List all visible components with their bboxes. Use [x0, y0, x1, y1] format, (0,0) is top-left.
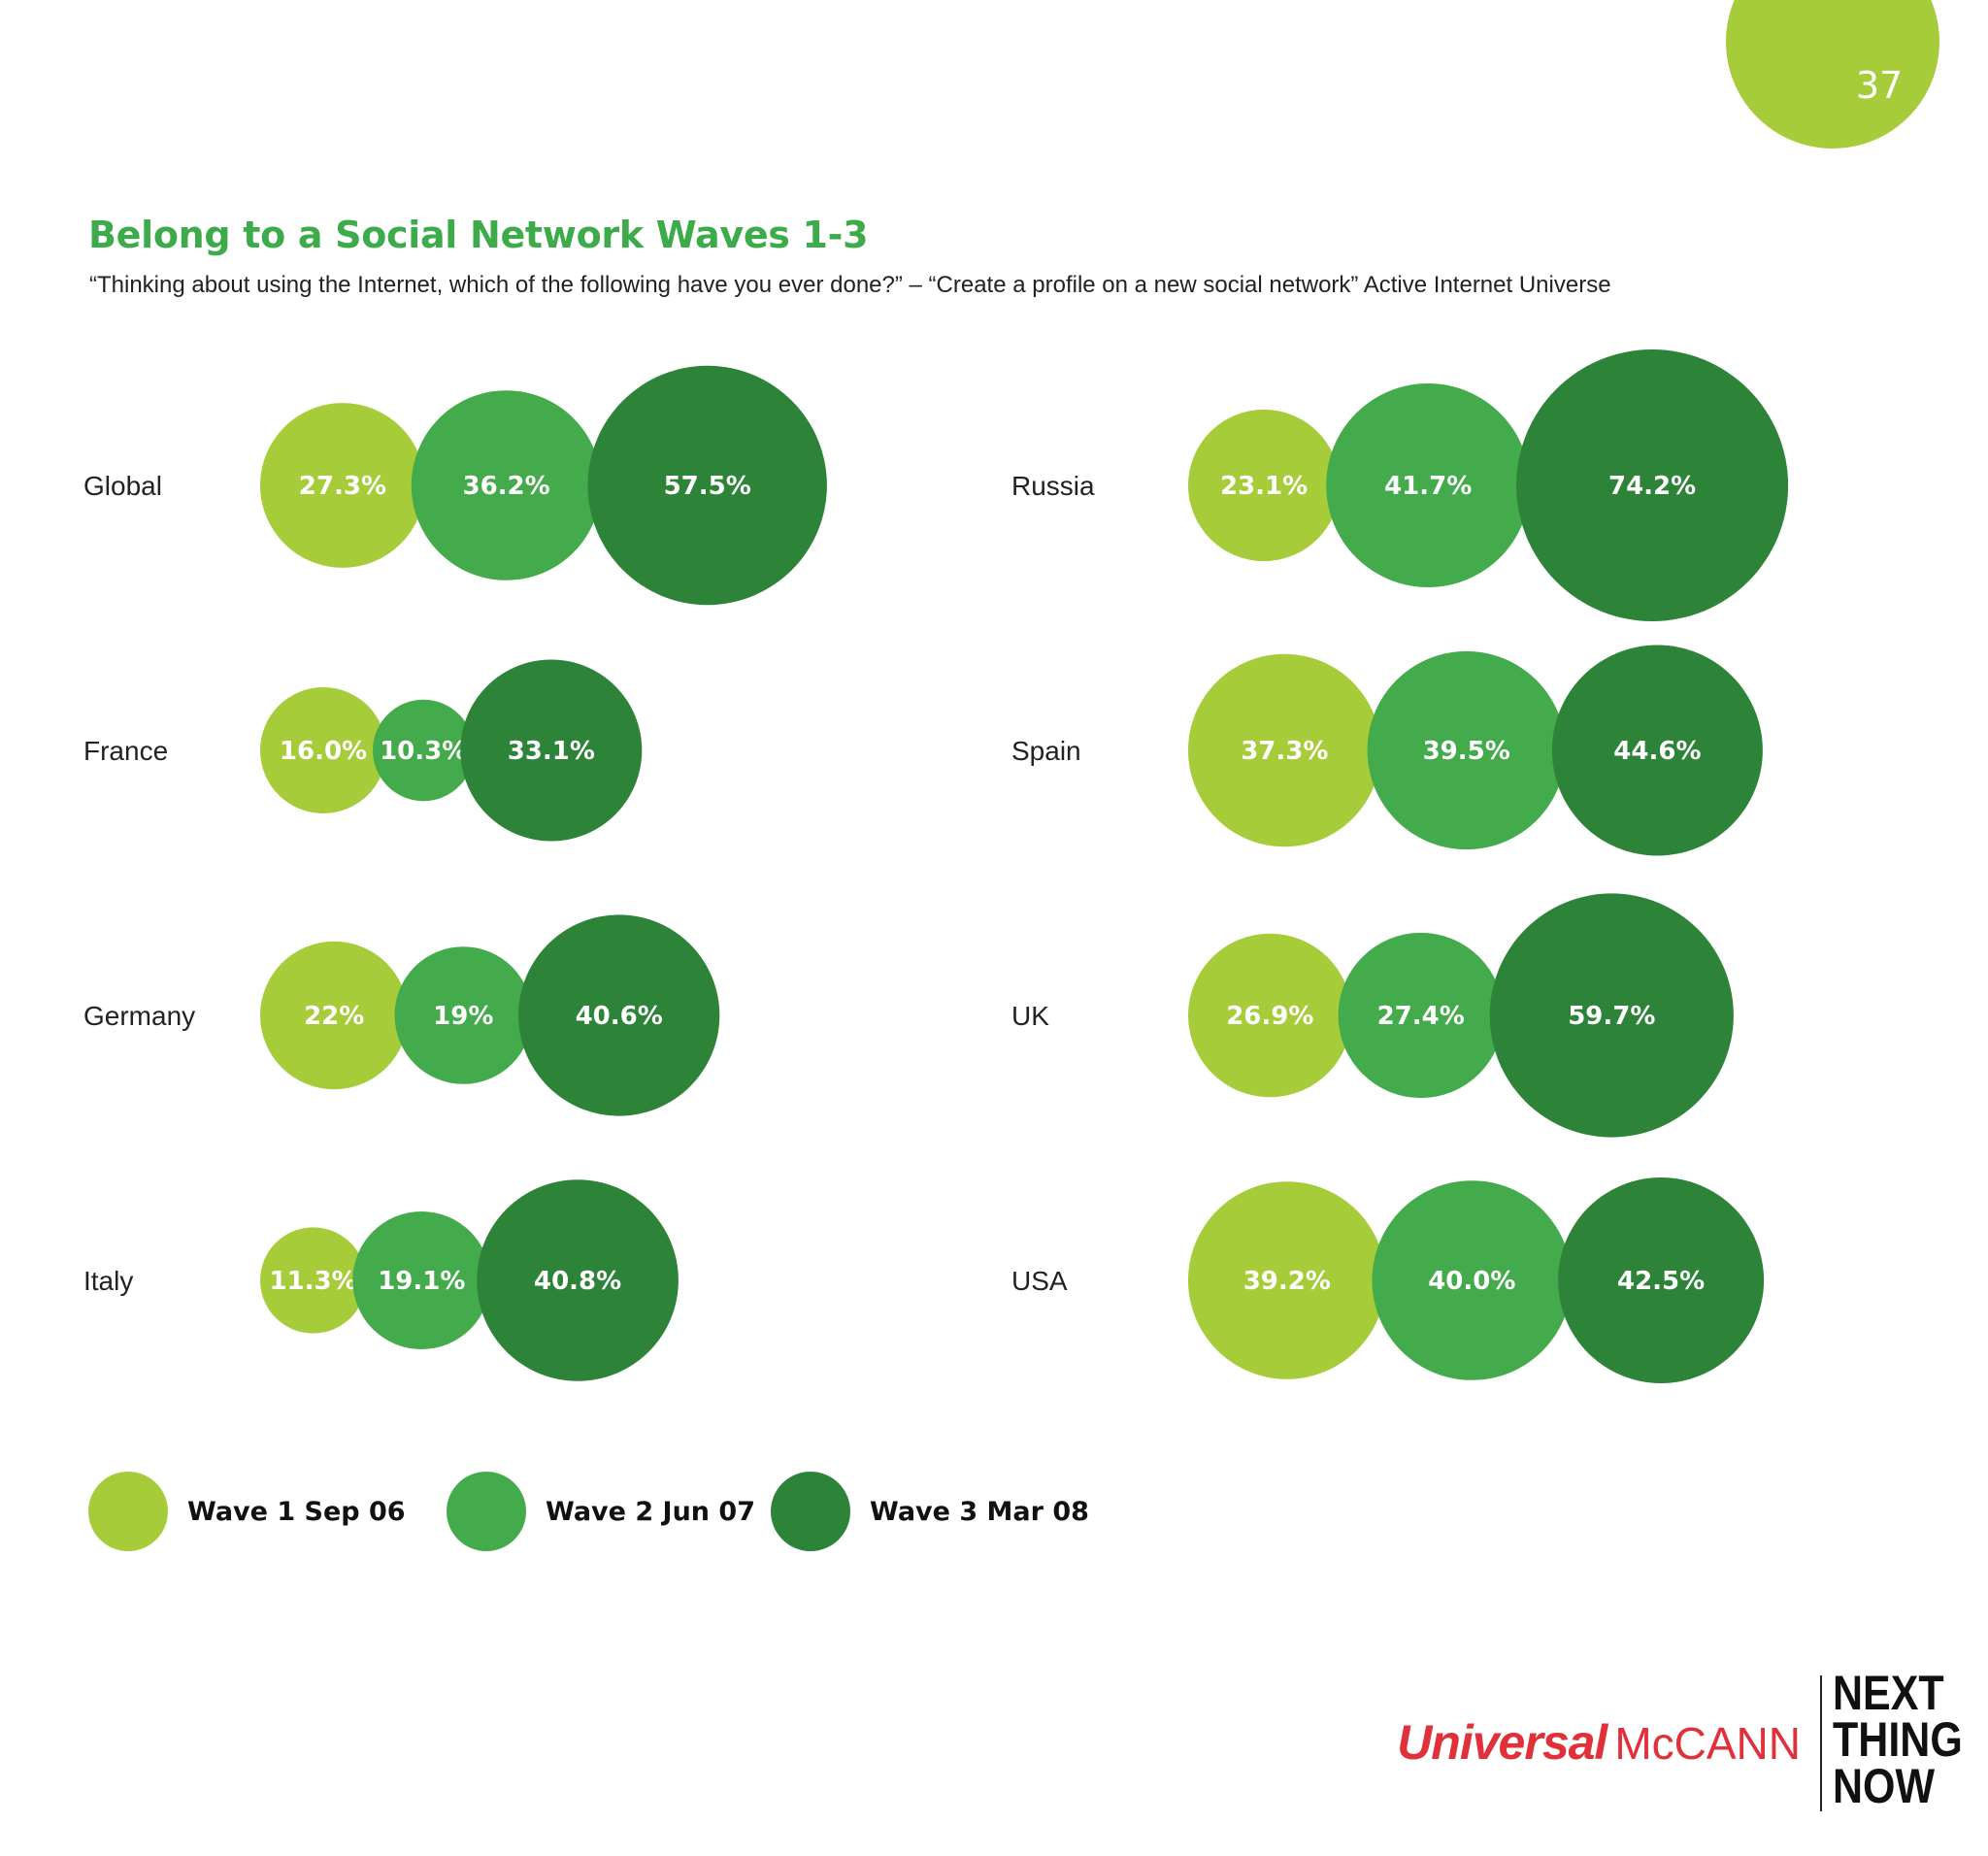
bubble-label-russia-wave-1: 23.1% [1220, 472, 1308, 501]
bubble-russia-wave-2 [1326, 383, 1531, 587]
legend-item-wave-2: Wave 2 Jun 07 [447, 1472, 755, 1551]
bubble-label-italy-wave-2: 19.1% [378, 1267, 465, 1296]
bubble-label-spain-wave-1: 37.3% [1241, 737, 1328, 766]
bubble-label-italy-wave-1: 11.3% [269, 1267, 356, 1296]
chart-title: Belong to a Social Network Waves 1-3 [88, 214, 869, 256]
bubble-usa-wave-1 [1188, 1181, 1386, 1379]
country-label-russia: Russia [1011, 471, 1095, 501]
logo-now: NOW [1833, 1759, 1936, 1813]
logo-thing: THING [1833, 1712, 1963, 1767]
bubble-label-uk-wave-1: 26.9% [1226, 1002, 1313, 1031]
logo-divider [1820, 1675, 1822, 1811]
bubble-russia-wave-3 [1516, 349, 1789, 621]
logo-universal: Universal [1397, 1715, 1607, 1770]
bubble-label-italy-wave-3: 40.8% [534, 1267, 621, 1296]
bubble-spain-wave-1 [1188, 653, 1381, 847]
country-label-italy: Italy [83, 1266, 133, 1296]
chart-subtitle: “Thinking about using the Internet, whic… [89, 272, 1611, 298]
bubble-italy-wave-2 [352, 1211, 491, 1349]
bubble-label-global-wave-3: 57.5% [664, 472, 751, 501]
bubble-global-wave-2 [411, 390, 602, 580]
bubble-germany-wave-2 [394, 946, 533, 1084]
bubble-label-germany-wave-2: 19% [433, 1002, 493, 1031]
legend-swatch-wave-1 [88, 1472, 168, 1551]
bubble-label-france-wave-2: 10.3% [380, 737, 467, 766]
legend-swatch-wave-3 [771, 1472, 850, 1551]
logo-next: NEXT [1833, 1666, 1944, 1720]
bubble-france-wave-2 [373, 699, 475, 802]
bubble-label-uk-wave-2: 27.4% [1377, 1002, 1465, 1031]
bubble-label-uk-wave-3: 59.7% [1568, 1002, 1655, 1031]
bubble-label-usa-wave-2: 40.0% [1428, 1267, 1515, 1296]
country-label-usa: USA [1011, 1266, 1068, 1296]
bubble-label-spain-wave-2: 39.5% [1423, 737, 1510, 766]
bubble-germany-wave-1 [260, 941, 409, 1090]
country-label-uk: UK [1011, 1001, 1049, 1031]
bubble-uk-wave-1 [1188, 933, 1352, 1098]
bubble-label-france-wave-3: 33.1% [508, 737, 595, 766]
bubble-label-russia-wave-2: 41.7% [1384, 472, 1472, 501]
legend-label-wave-3: Wave 3 Mar 08 [870, 1496, 1089, 1527]
bubble-label-usa-wave-1: 39.2% [1243, 1267, 1331, 1296]
bubble-france-wave-1 [260, 687, 386, 813]
bubble-label-germany-wave-3: 40.6% [576, 1002, 663, 1031]
bubble-label-germany-wave-1: 22% [304, 1002, 364, 1031]
universal-mccann-logo: Universal McCANN [1397, 1714, 1801, 1771]
bubble-usa-wave-2 [1372, 1180, 1573, 1380]
bubble-uk-wave-2 [1338, 932, 1504, 1099]
bubble-france-wave-3 [460, 659, 643, 842]
bubble-global-wave-3 [587, 365, 827, 606]
legend-label-wave-1: Wave 1 Sep 06 [187, 1496, 406, 1527]
next-thing-now-logo: NEXT THING NOW [1833, 1666, 1963, 1813]
bubble-usa-wave-3 [1558, 1177, 1765, 1383]
country-label-global: Global [83, 471, 162, 501]
bubble-global-wave-1 [260, 403, 425, 568]
bubble-russia-wave-1 [1188, 409, 1341, 562]
bubble-label-france-wave-1: 16.0% [280, 737, 367, 766]
page-number: 37 [1855, 64, 1904, 107]
bubble-italy-wave-1 [260, 1227, 367, 1334]
country-label-germany: Germany [83, 1001, 195, 1031]
bubble-label-usa-wave-3: 42.5% [1617, 1267, 1705, 1296]
legend-swatch-wave-2 [447, 1472, 526, 1551]
bubble-chart: Global 27.3% 36.2% 57.5% France 16.0% 10.3% 33.… [83, 349, 1789, 1383]
bubble-germany-wave-3 [518, 914, 720, 1116]
bubble-spain-wave-3 [1551, 645, 1763, 856]
bubble-uk-wave-3 [1489, 893, 1734, 1138]
legend: Wave 1 Sep 06 Wave 2 Jun 07 Wave 3 Mar 0… [0, 1472, 1988, 1559]
logo-mccann: McCANN [1614, 1718, 1801, 1769]
bubble-label-global-wave-2: 36.2% [462, 472, 549, 501]
bubble-label-spain-wave-3: 44.6% [1613, 737, 1701, 766]
legend-item-wave-3: Wave 3 Mar 08 [771, 1472, 1089, 1551]
legend-label-wave-2: Wave 2 Jun 07 [546, 1496, 755, 1527]
brand-footer: Universal McCANN NEXT THING NOW [1397, 1666, 1963, 1815]
bubble-label-global-wave-1: 27.3% [299, 472, 386, 501]
bubble-spain-wave-2 [1367, 650, 1566, 850]
legend-item-wave-1: Wave 1 Sep 06 [88, 1472, 406, 1551]
country-label-spain: Spain [1011, 736, 1081, 766]
country-label-france: France [83, 736, 168, 766]
bubble-label-russia-wave-3: 74.2% [1608, 472, 1696, 501]
bubble-italy-wave-3 [477, 1179, 679, 1381]
